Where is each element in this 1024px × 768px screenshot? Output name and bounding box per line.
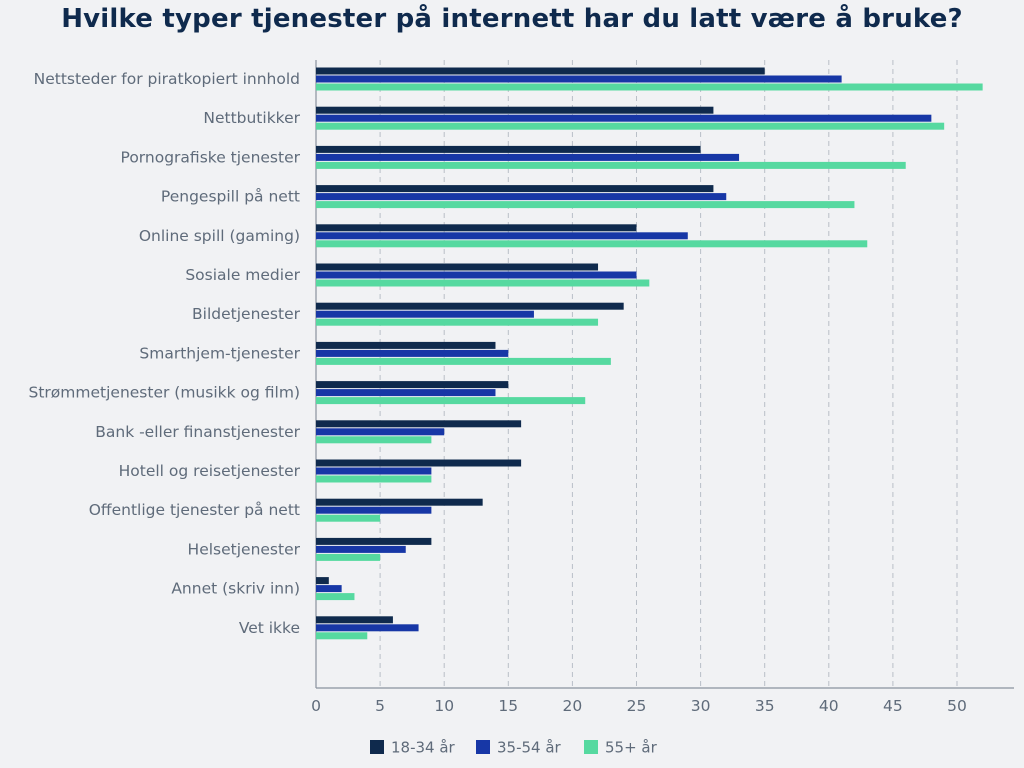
bar [316, 201, 855, 209]
bar [316, 193, 727, 201]
bar [316, 624, 419, 632]
bar [316, 381, 509, 389]
category-label: Nettsteder for piratkopiert innhold [34, 70, 300, 88]
bar [316, 106, 714, 114]
x-tick-label: 45 [883, 697, 903, 715]
category-label: Smarthjem-tjenester [139, 344, 300, 362]
bar [316, 593, 355, 601]
bar [316, 545, 406, 553]
bar [316, 232, 688, 240]
bar [316, 279, 650, 287]
bar [316, 467, 432, 475]
bar [316, 349, 509, 357]
bar [316, 553, 381, 561]
bar [316, 537, 432, 545]
bar [316, 428, 445, 436]
bar [316, 153, 740, 161]
bar [316, 240, 868, 248]
bar [316, 459, 522, 467]
bar [316, 585, 342, 593]
bar [316, 224, 637, 232]
x-tick-label: 35 [755, 697, 775, 715]
legend-label: 55+ år [605, 739, 658, 757]
x-tick-label: 15 [498, 697, 518, 715]
category-label: Annet (skriv inn) [171, 580, 300, 598]
bar [316, 145, 701, 153]
bar [316, 514, 381, 522]
x-tick-label: 30 [691, 697, 711, 715]
category-label: Pornografiske tjenester [121, 148, 301, 166]
category-label: Hotell og reisetjenester [119, 462, 301, 480]
x-tick-label: 50 [947, 697, 967, 715]
legend-label: 18-34 år [391, 739, 456, 757]
bar [316, 577, 329, 585]
legend-swatch [476, 740, 490, 754]
bar [316, 498, 483, 506]
bar [316, 341, 496, 349]
bar [316, 506, 432, 514]
category-label: Bildetjenester [192, 305, 301, 323]
bar [316, 397, 586, 405]
bar [316, 310, 534, 318]
category-label: Helsetjenester [188, 540, 301, 558]
bar [316, 389, 496, 397]
bar [316, 185, 714, 193]
bar [316, 616, 393, 624]
category-label: Nettbutikker [203, 109, 300, 127]
bar [316, 436, 432, 444]
category-label: Sosiale medier [185, 266, 300, 284]
bar [316, 161, 906, 169]
bar [316, 420, 522, 428]
x-tick-label: 40 [819, 697, 839, 715]
category-label: Offentlige tjenester på nett [89, 501, 300, 519]
bar [316, 83, 983, 91]
bar [316, 318, 599, 326]
x-tick-label: 25 [627, 697, 647, 715]
bar [316, 114, 932, 122]
category-label: Vet ikke [239, 619, 300, 637]
bar [316, 271, 637, 279]
bar [316, 302, 624, 310]
bar [316, 263, 599, 271]
category-label: Bank -eller finanstjenester [95, 423, 300, 441]
bar [316, 67, 765, 75]
legend-swatch [370, 740, 384, 754]
bar [316, 122, 945, 130]
category-label: Strømmetjenester (musikk og film) [29, 384, 300, 402]
category-label: Online spill (gaming) [139, 227, 300, 245]
legend-label: 35-54 år [497, 739, 562, 757]
bar [316, 632, 368, 640]
x-tick-label: 0 [311, 697, 321, 715]
category-label: Pengespill på nett [161, 188, 300, 206]
x-tick-label: 10 [434, 697, 454, 715]
bar [316, 75, 842, 83]
chart-title: Hvilke typer tjenester på internett har … [61, 4, 963, 34]
x-tick-label: 5 [375, 697, 385, 715]
legend-swatch [584, 740, 598, 754]
x-tick-label: 20 [563, 697, 583, 715]
bar [316, 357, 611, 365]
bar [316, 475, 432, 483]
